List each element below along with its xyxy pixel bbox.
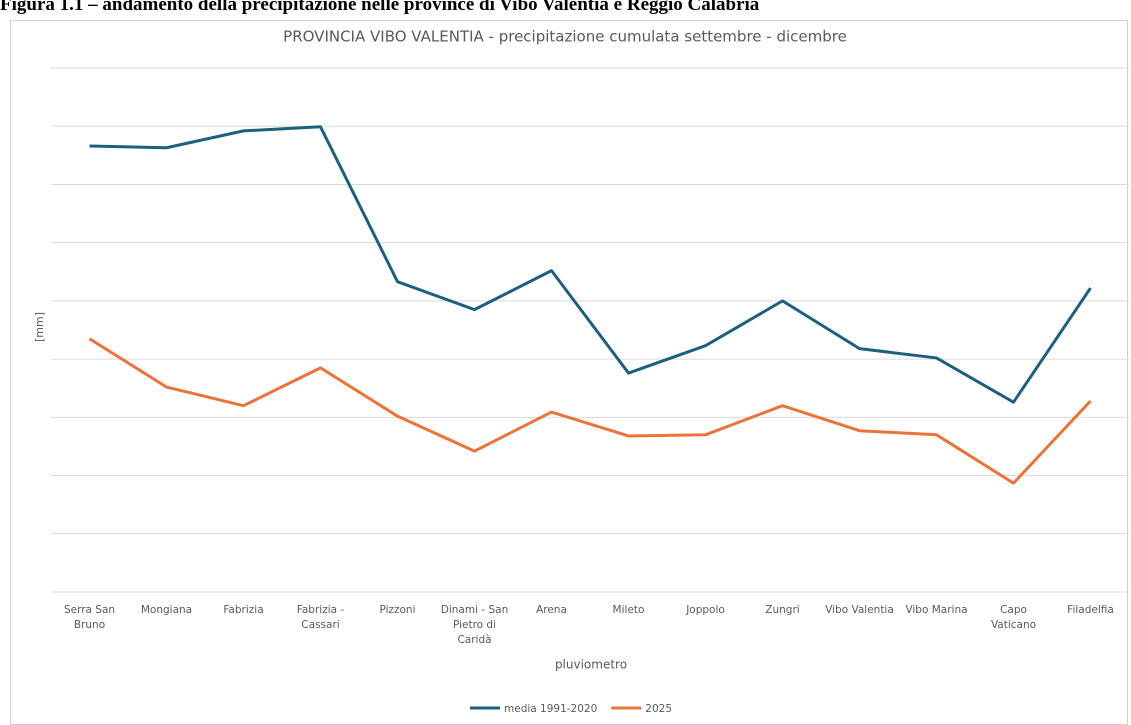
x-tick-label: Mileto <box>612 604 645 616</box>
x-tick-label: Arena <box>536 604 567 616</box>
x-tick-label: Fabrizia - Cassari <box>296 604 345 631</box>
x-tick-label: Serra San Bruno <box>63 604 116 631</box>
series-line <box>89 125 1092 404</box>
x-tick-label: Vibo Valentia <box>825 604 894 616</box>
x-tick-label: Capo Vaticano <box>990 604 1037 631</box>
series-line <box>88 337 1092 485</box>
x-tick-label: Fabrizia <box>223 604 264 616</box>
x-tick-label: Zungri <box>765 604 800 616</box>
x-tick-label: Filadelfia <box>1067 604 1114 616</box>
heading: Figura 1.1 – andamento della precipitazi… <box>0 0 760 15</box>
x-tick-label: Vibo Marina <box>905 604 968 616</box>
legend-label: media 1991-2020 <box>504 703 597 715</box>
y-axis-title: [mm] <box>33 312 46 342</box>
x-tick-label: Dinami - San Pietro di Caridà <box>440 604 509 646</box>
chart-title: PROVINCIA VIBO VALENTIA - precipitazione… <box>283 28 847 46</box>
legend-label: 2025 <box>645 703 672 715</box>
x-tick-label: Mongiana <box>140 604 193 616</box>
x-tick-label: Pizzoni <box>379 604 416 616</box>
x-axis-title: pluviometro <box>555 658 627 672</box>
x-tick-label: Joppolo <box>686 604 725 616</box>
